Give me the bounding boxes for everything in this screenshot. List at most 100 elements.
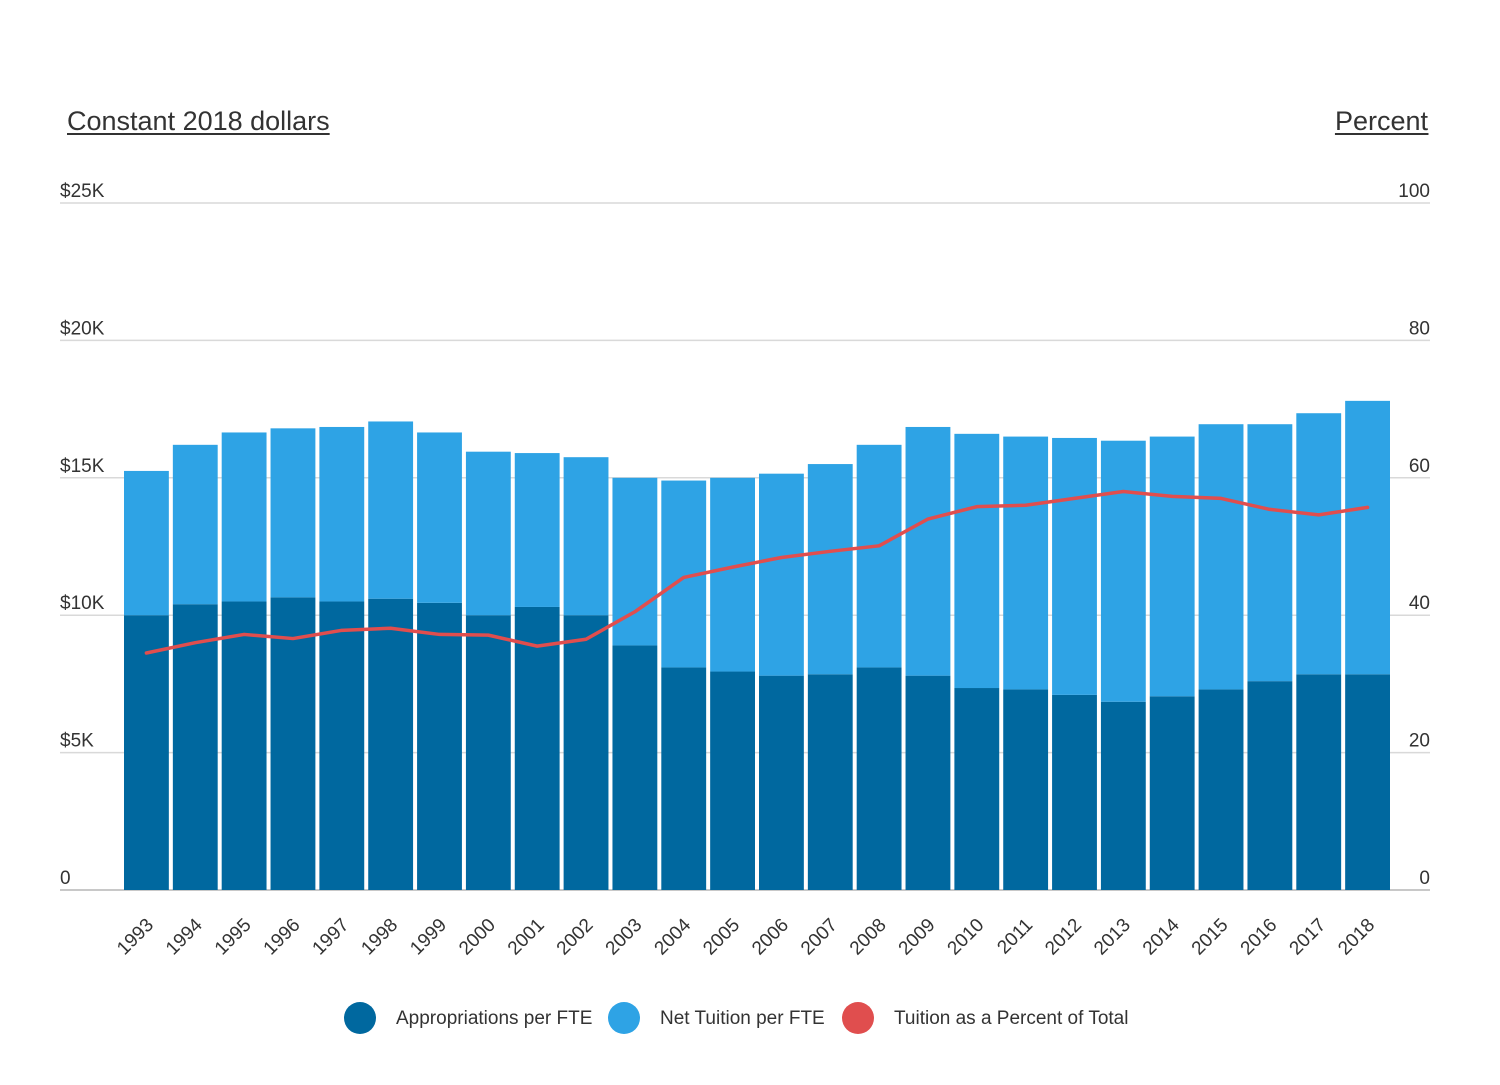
bar-net-tuition-1994 — [172, 444, 218, 605]
percent-point-2017 — [1317, 513, 1321, 517]
bar-appropriations-2012 — [1052, 694, 1097, 890]
percent-point-2004 — [682, 575, 686, 579]
bar-appropriations-1997 — [319, 601, 365, 890]
x-tick-label: 2007 — [797, 915, 842, 960]
bar-appropriations-1993 — [124, 615, 169, 890]
x-tick-label: 2010 — [944, 915, 989, 960]
bar-net-tuition-2016 — [1247, 424, 1293, 682]
bar-net-tuition-2015 — [1198, 424, 1244, 690]
bar-appropriations-2011 — [1003, 689, 1049, 890]
right-axis-title: Percent — [1335, 106, 1429, 136]
percent-point-2008 — [877, 544, 881, 548]
percent-point-2015 — [1219, 496, 1223, 500]
x-tick-label: 1997 — [309, 915, 354, 960]
x-tick-label: 2015 — [1188, 915, 1233, 960]
x-tick-label: 2001 — [504, 915, 549, 960]
bar-net-tuition-1997 — [319, 426, 365, 602]
percent-point-2010 — [975, 505, 979, 509]
bar-appropriations-2009 — [905, 675, 951, 890]
percent-line-layer — [144, 489, 1370, 655]
bars — [124, 400, 1390, 890]
percent-point-2011 — [1024, 503, 1028, 507]
percent-point-2014 — [1170, 494, 1174, 498]
bar-net-tuition-2003 — [612, 477, 658, 646]
percent-point-2002 — [584, 637, 588, 641]
percent-point-2003 — [633, 610, 637, 614]
legend-label-2: Tuition as a Percent of Total — [894, 1008, 1128, 1029]
right-axis-tick-label: 20 — [1409, 731, 1430, 752]
bar-net-tuition-2001 — [514, 453, 560, 607]
percent-point-1995 — [242, 632, 246, 636]
bar-appropriations-1994 — [172, 604, 218, 890]
x-tick-label: 2018 — [1334, 915, 1379, 960]
bar-appropriations-2004 — [661, 667, 707, 890]
legend-swatch-0 — [344, 1002, 376, 1034]
bar-appropriations-2010 — [954, 688, 1000, 890]
bar-net-tuition-1998 — [368, 421, 414, 599]
bar-net-tuition-1993 — [124, 470, 169, 616]
percent-point-2007 — [828, 549, 832, 553]
legend-swatch-1 — [608, 1002, 640, 1034]
x-tick-label: 1999 — [406, 915, 451, 960]
right-axis-tick-label: 40 — [1409, 593, 1430, 614]
bar-net-tuition-2010 — [954, 433, 1000, 689]
bar-net-tuition-2014 — [1149, 436, 1195, 697]
bar-appropriations-2007 — [807, 674, 853, 890]
legend-label-0: Appropriations per FTE — [396, 1008, 592, 1029]
x-tick-label: 2011 — [993, 915, 1037, 959]
bar-appropriations-2000 — [465, 615, 511, 890]
bar-appropriations-2003 — [612, 645, 658, 890]
bar-appropriations-2015 — [1198, 689, 1244, 890]
x-tick-label: 1993 — [113, 915, 158, 960]
x-tick-label: 2008 — [846, 915, 891, 960]
x-tick-label: 2016 — [1237, 915, 1282, 960]
left-axis-tick-label: $5K — [60, 731, 94, 752]
right-axis-tick-label: 0 — [1419, 868, 1430, 889]
bar-net-tuition-2018 — [1345, 400, 1390, 675]
percent-point-2013 — [1121, 490, 1125, 494]
bar-appropriations-1999 — [417, 602, 462, 890]
bar-net-tuition-1999 — [417, 432, 462, 603]
bar-net-tuition-2011 — [1003, 436, 1049, 690]
right-axis-tick-label: 80 — [1409, 318, 1430, 339]
left-axis-tick-label: $25K — [60, 181, 105, 202]
x-tick-label: 2000 — [455, 915, 500, 960]
percent-point-2012 — [1073, 496, 1076, 500]
bar-net-tuition-2007 — [807, 464, 853, 675]
bar-appropriations-2017 — [1296, 674, 1342, 890]
percent-line — [144, 489, 1370, 655]
bar-net-tuition-2006 — [759, 473, 804, 676]
bar-net-tuition-2005 — [710, 477, 755, 672]
percent-point-1993 — [144, 651, 148, 655]
x-tick-label: 2009 — [895, 915, 940, 960]
x-tick-label: 2013 — [1090, 915, 1135, 960]
bar-appropriations-2016 — [1247, 681, 1293, 890]
x-tick-label: 1994 — [162, 914, 207, 959]
percent-point-1999 — [438, 632, 441, 636]
bar-appropriations-2001 — [514, 606, 560, 890]
left-axis-tick-label: $20K — [60, 318, 105, 339]
percent-point-2000 — [486, 633, 490, 637]
x-tick-label: 1996 — [260, 915, 305, 960]
bar-net-tuition-2000 — [465, 451, 511, 616]
right-axis-tick-label: 60 — [1409, 456, 1430, 477]
bar-appropriations-1995 — [221, 601, 267, 890]
bar-net-tuition-2002 — [563, 457, 609, 616]
bar-appropriations-2008 — [856, 667, 902, 890]
bar-net-tuition-2008 — [856, 444, 902, 668]
x-tick-label: 2004 — [651, 914, 696, 959]
percent-point-2001 — [535, 644, 539, 648]
percent-point-1998 — [389, 626, 393, 630]
percent-point-2016 — [1268, 507, 1272, 511]
x-tick-label: 2005 — [699, 915, 744, 960]
bar-net-tuition-1996 — [270, 428, 316, 598]
bar-appropriations-2018 — [1345, 674, 1390, 890]
x-tick-label: 2002 — [553, 915, 598, 960]
legend-label-1: Net Tuition per FTE — [660, 1008, 825, 1029]
percent-point-1997 — [340, 628, 344, 632]
x-tick-label: 2017 — [1286, 915, 1331, 960]
legend-swatch-2 — [842, 1002, 874, 1034]
bar-appropriations-1998 — [368, 598, 414, 890]
